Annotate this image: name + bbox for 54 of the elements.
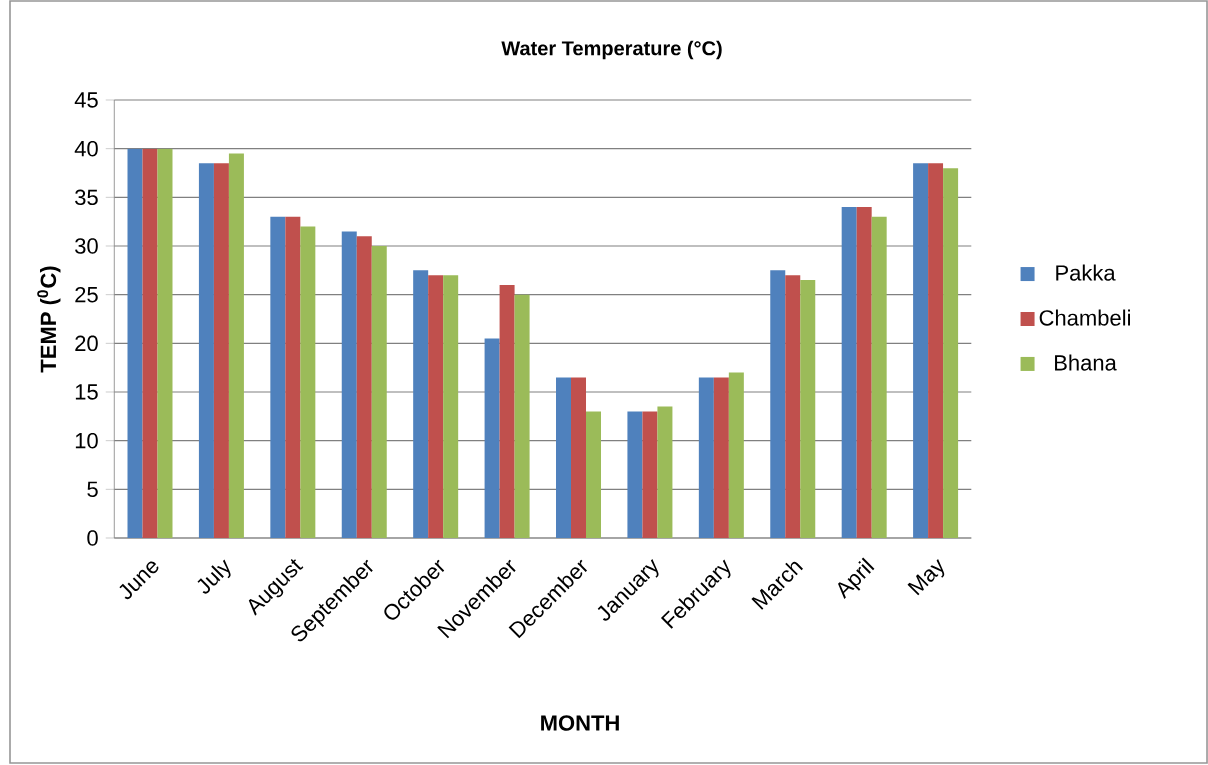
- x-tick-label: July: [197, 559, 231, 594]
- y-axis-title: TEMP ($^{0}$C): [37, 266, 61, 373]
- bar: [657, 406, 673, 538]
- bar: [642, 411, 658, 538]
- bar: [198, 163, 214, 538]
- bar: [913, 163, 929, 538]
- bar: [571, 377, 587, 538]
- chart-title: Water Temperature (°C): [501, 40, 722, 60]
- y-tick-label: 10: [75, 432, 98, 449]
- bar: [627, 411, 643, 538]
- bar: [785, 275, 801, 538]
- bar: [285, 216, 301, 538]
- bar: [157, 148, 173, 538]
- bar: [943, 168, 959, 538]
- legend-label: Pakka: [1056, 264, 1116, 281]
- y-tick-label: 5: [87, 481, 98, 498]
- bar: [728, 372, 744, 538]
- y-tick-label: 20: [75, 335, 98, 352]
- legend-label: Chambeli: [1039, 309, 1130, 326]
- bar: [770, 270, 786, 538]
- bar: [127, 148, 143, 538]
- bar: [356, 236, 372, 538]
- bar: [713, 377, 729, 538]
- y-tick-label: 0: [87, 530, 98, 546]
- bar: [484, 338, 500, 538]
- bar: [856, 207, 872, 538]
- bar: [270, 216, 286, 538]
- bar: [928, 163, 944, 538]
- bar: [213, 163, 229, 538]
- bar: [698, 377, 714, 538]
- x-tick-label: May: [907, 559, 945, 596]
- bar: [586, 411, 602, 538]
- bar: [841, 207, 857, 538]
- y-tick-label: 40: [74, 140, 98, 157]
- bar: [499, 284, 515, 538]
- bar: [142, 148, 158, 538]
- y-tick-label: 15: [75, 384, 98, 400]
- y-tick-label: 25: [75, 286, 98, 303]
- bar: [800, 280, 816, 538]
- y-tick-label: 35: [75, 189, 98, 206]
- bar: [341, 231, 357, 538]
- x-axis-title: MONTH: [541, 715, 619, 731]
- y-tick-label: 45: [74, 92, 98, 108]
- bar: [443, 275, 459, 538]
- bar: [228, 153, 244, 538]
- bar: [556, 377, 572, 538]
- bar: [300, 226, 316, 538]
- bar: [413, 270, 429, 538]
- bar: [871, 216, 887, 538]
- bar: [428, 275, 444, 538]
- y-tick-label: 30: [75, 238, 98, 254]
- bar: [514, 294, 530, 538]
- legend-label: Bhana: [1055, 354, 1117, 371]
- bar: [371, 246, 387, 538]
